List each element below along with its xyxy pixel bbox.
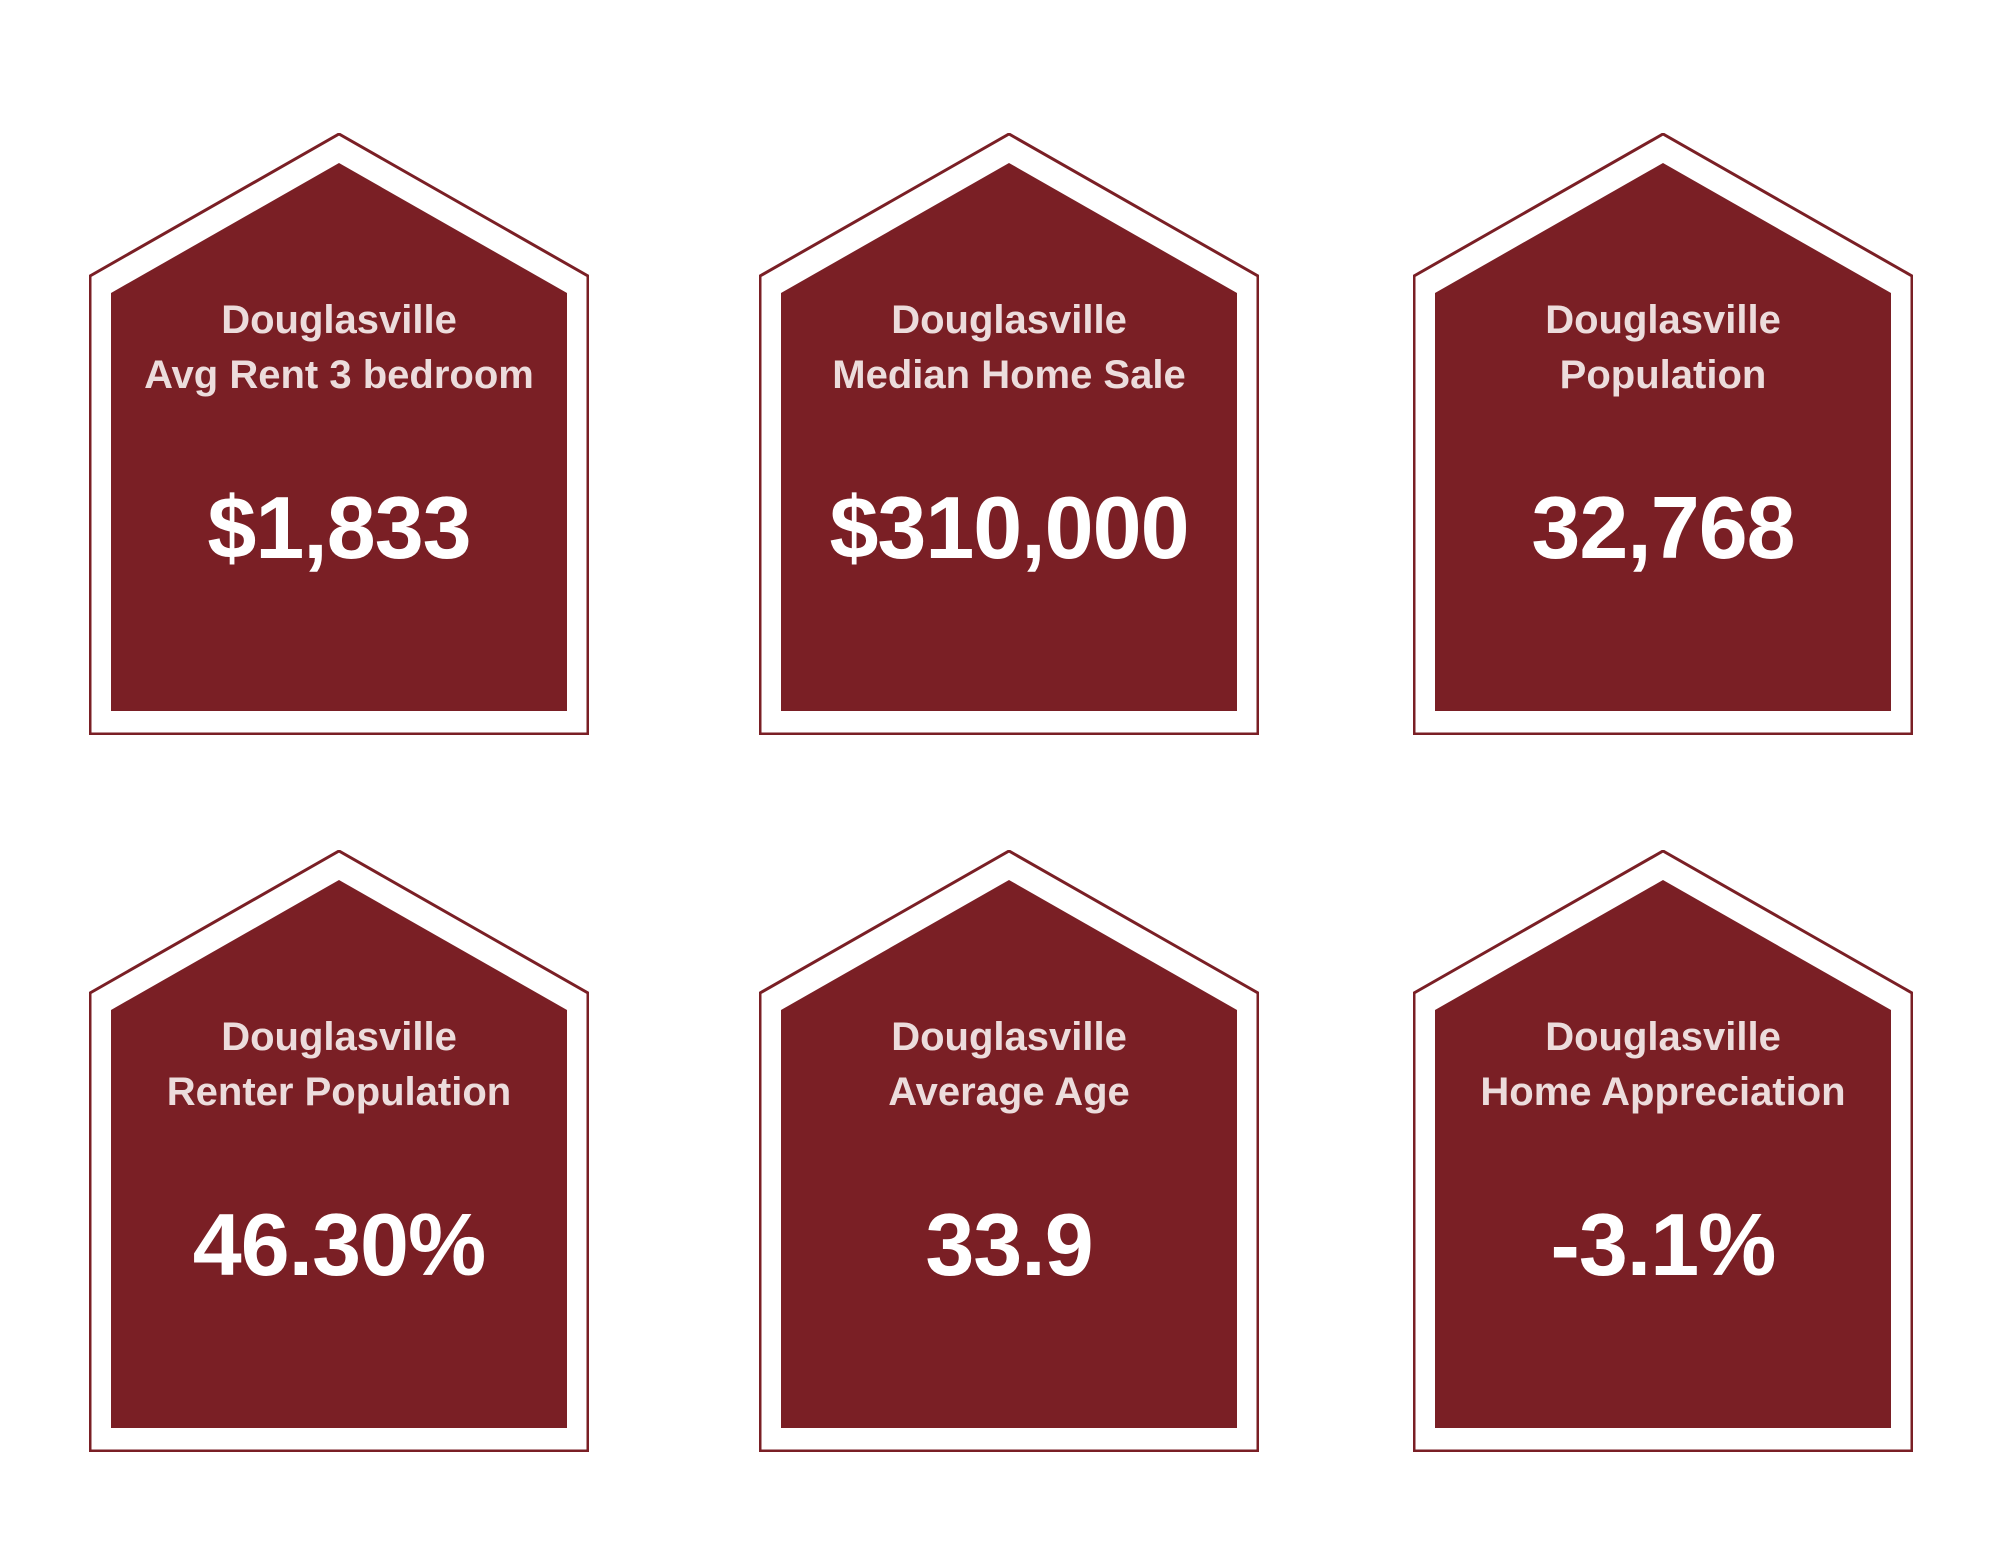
stat-metric: Median Home Sale <box>832 353 1186 397</box>
stat-label: Douglasville Median Home Sale <box>779 293 1239 403</box>
stat-city: Douglasville <box>221 298 457 342</box>
house-shape <box>1413 133 1913 735</box>
stat-metric: Home Appreciation <box>1480 1070 1846 1114</box>
stat-value: $310,000 <box>829 478 1189 577</box>
stat-city: Douglasville <box>221 1015 457 1059</box>
stat-value: 46.30% <box>192 1195 486 1294</box>
stat-value: $1,833 <box>207 478 471 577</box>
stat-metric: Average Age <box>888 1070 1130 1114</box>
stat-label: Douglasville Renter Population <box>109 1010 569 1120</box>
stat-card-average-age: Douglasville Average Age 33.9 <box>759 850 1259 1452</box>
stat-card-population: Douglasville Population 32,768 <box>1413 133 1913 735</box>
stat-city: Douglasville <box>1545 298 1781 342</box>
stat-metric: Renter Population <box>166 1070 512 1114</box>
stat-card-avg-rent: Douglasville Avg Rent 3 bedroom $1,833 <box>89 133 589 735</box>
stat-label: Douglasville Home Appreciation <box>1433 1010 1893 1120</box>
stat-value: 33.9 <box>925 1195 1093 1294</box>
stat-label: Douglasville Population <box>1433 293 1893 403</box>
stat-metric: Avg Rent 3 bedroom <box>144 353 534 397</box>
stat-value: 32,768 <box>1531 478 1795 577</box>
stat-value: -3.1% <box>1550 1195 1777 1294</box>
stat-card-home-appreciation: Douglasville Home Appreciation -3.1% <box>1413 850 1913 1452</box>
stat-city: Douglasville <box>891 1015 1127 1059</box>
house-shape <box>89 133 589 735</box>
stat-label: Douglasville Average Age <box>779 1010 1239 1120</box>
house-shape <box>89 850 589 1452</box>
stat-city: Douglasville <box>1545 1015 1781 1059</box>
stat-label: Douglasville Avg Rent 3 bedroom <box>109 293 569 403</box>
stat-card-median-home-sale: Douglasville Median Home Sale $310,000 <box>759 133 1259 735</box>
stat-city: Douglasville <box>891 298 1127 342</box>
house-shape <box>759 133 1259 735</box>
stat-metric: Population <box>1559 353 1767 397</box>
stat-card-renter-population: Douglasville Renter Population 46.30% <box>89 850 589 1452</box>
house-shape <box>1413 850 1913 1452</box>
house-shape <box>759 850 1259 1452</box>
